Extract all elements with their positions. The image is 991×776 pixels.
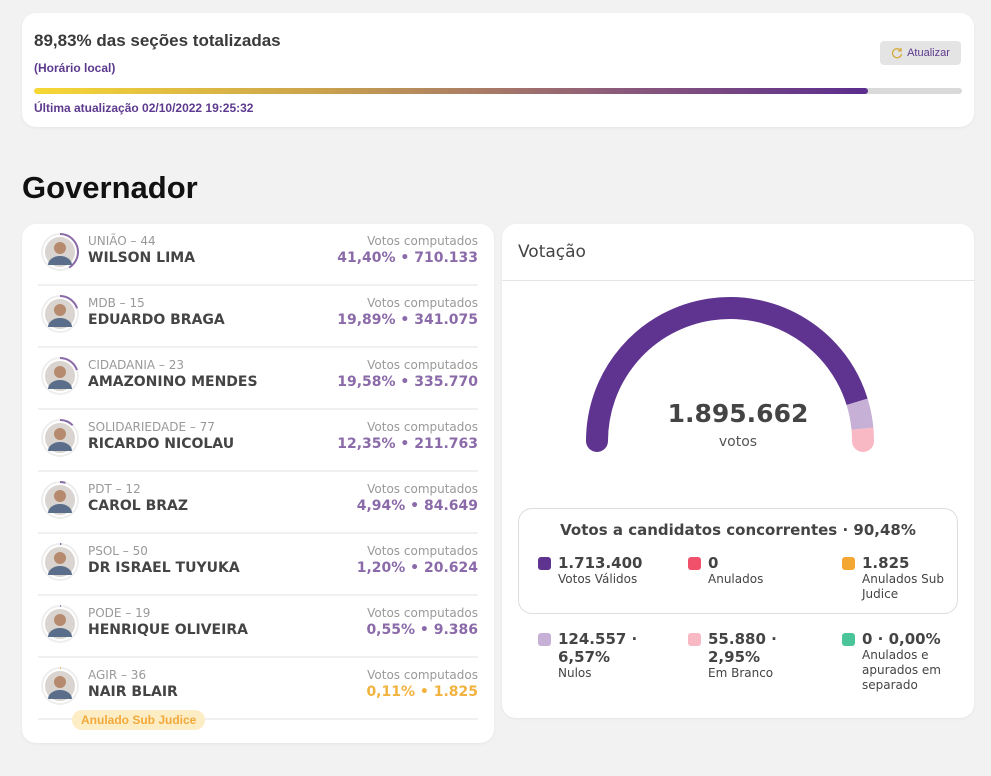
color-swatch bbox=[688, 557, 701, 570]
item-value: 124.557 · 6,57% bbox=[558, 630, 638, 666]
candidate-row[interactable]: PODE – 19 HENRIQUE OLIVEIRA Votos comput… bbox=[38, 596, 478, 658]
vote-summary-item: 55.880 · 2,95% Em Branco bbox=[688, 630, 818, 681]
item-label: Anulados bbox=[708, 572, 764, 586]
candidate-party: CIDADANIA – 23 bbox=[88, 358, 185, 372]
candidate-party: UNIÃO – 44 bbox=[88, 234, 156, 248]
candidate-name: DR ISRAEL TUYUKA bbox=[88, 560, 240, 576]
votes-label: Votos computados bbox=[367, 296, 478, 310]
gauge-segment bbox=[846, 398, 874, 430]
candidate-row[interactable]: AGIR – 36 NAIR BLAIR Votos computados 0,… bbox=[38, 658, 478, 720]
candidate-row[interactable]: UNIÃO – 44 WILSON LIMA Votos computados … bbox=[38, 224, 478, 286]
item-value: 0 · 0,00% bbox=[862, 630, 941, 648]
gauge-cap bbox=[852, 430, 874, 452]
vote-summary-item: 1.713.400 Votos Válidos bbox=[538, 554, 668, 587]
color-swatch bbox=[538, 633, 551, 646]
item-value: 1.713.400 bbox=[558, 554, 643, 572]
votes-label: Votos computados bbox=[367, 358, 478, 372]
candidate-avatar bbox=[41, 481, 79, 519]
candidate-name: HENRIQUE OLIVEIRA bbox=[88, 622, 248, 638]
sections-totalized-title: 89,83% das seções totalizadas bbox=[34, 31, 281, 50]
candidate-avatar bbox=[41, 419, 79, 457]
vote-summary-item: 0 Anulados bbox=[688, 554, 818, 587]
gauge-cap bbox=[586, 430, 608, 452]
candidate-row[interactable]: PDT – 12 CAROL BRAZ Votos computados 4,9… bbox=[38, 472, 478, 534]
candidate-party: SOLIDARIEDADE – 77 bbox=[88, 420, 215, 434]
competing-candidates-box: Votos a candidatos concorrentes · 90,48% bbox=[518, 508, 958, 614]
candidate-name: WILSON LIMA bbox=[88, 250, 196, 266]
candidate-result: 19,58% • 335.770 bbox=[337, 374, 478, 390]
item-value: 55.880 · 2,95% bbox=[708, 630, 777, 666]
competing-candidates-title: Votos a candidatos concorrentes · 90,48% bbox=[560, 521, 916, 539]
item-label: Nulos bbox=[558, 666, 592, 680]
annulled-badge: Anulado Sub Judice bbox=[72, 710, 206, 730]
voting-card: Votação 1.895.662 votos Votos a candidat… bbox=[502, 224, 974, 718]
candidate-list: UNIÃO – 44 WILSON LIMA Votos computados … bbox=[22, 224, 494, 743]
color-swatch bbox=[842, 557, 855, 570]
color-swatch bbox=[538, 557, 551, 570]
candidate-party: PODE – 19 bbox=[88, 606, 151, 620]
candidate-name: EDUARDO BRAGA bbox=[88, 312, 225, 328]
voting-title: Votação bbox=[502, 224, 974, 281]
local-time-note: (Horário local) bbox=[34, 61, 116, 75]
progress-fill bbox=[34, 88, 868, 94]
item-label: Anulados e apurados em separado bbox=[862, 648, 941, 692]
candidate-name: RICARDO NICOLAU bbox=[88, 436, 235, 452]
candidate-result: 41,40% • 710.133 bbox=[337, 250, 478, 266]
candidate-party: AGIR – 36 bbox=[88, 668, 147, 682]
candidate-avatar bbox=[41, 667, 79, 705]
votes-label: Votos computados bbox=[367, 482, 478, 496]
candidate-party: MDB – 15 bbox=[88, 296, 145, 310]
candidate-avatar bbox=[41, 543, 79, 581]
item-value: 1.825 bbox=[862, 554, 910, 572]
candidate-row[interactable]: PSOL – 50 DR ISRAEL TUYUKA Votos computa… bbox=[38, 534, 478, 596]
candidate-result: 0,11% • 1.825 bbox=[366, 684, 478, 700]
totalization-status-card: 89,83% das seções totalizadas (Horário l… bbox=[22, 13, 974, 127]
candidate-avatar bbox=[41, 233, 79, 271]
candidate-avatar bbox=[41, 357, 79, 395]
votes-label: Votos computados bbox=[367, 668, 478, 682]
votes-label: Votos computados bbox=[367, 420, 478, 434]
item-label: Votos Válidos bbox=[558, 572, 638, 586]
item-value: 0 bbox=[708, 554, 719, 572]
item-label: Em Branco bbox=[708, 666, 774, 680]
candidate-result: 4,94% • 84.649 bbox=[356, 498, 478, 514]
candidate-party: PSOL – 50 bbox=[88, 544, 148, 558]
candidate-result: 1,20% • 20.624 bbox=[356, 560, 478, 576]
total-votes-label: votos bbox=[718, 434, 758, 450]
candidate-name: AMAZONINO MENDES bbox=[88, 374, 258, 390]
total-votes: 1.895.662 bbox=[667, 399, 809, 428]
color-swatch bbox=[688, 633, 701, 646]
section-title: Governador bbox=[22, 170, 198, 205]
candidate-avatar bbox=[41, 295, 79, 333]
last-update: Última atualização 02/10/2022 19:25:32 bbox=[34, 101, 254, 115]
color-swatch bbox=[842, 633, 855, 646]
candidate-row[interactable]: SOLIDARIEDADE – 77 RICARDO NICOLAU Votos… bbox=[38, 410, 478, 472]
refresh-button[interactable]: Atualizar bbox=[880, 41, 961, 65]
votes-gauge bbox=[586, 297, 874, 452]
vote-summary-item: 1.825 Anulados Sub Judice bbox=[842, 554, 972, 602]
candidate-result: 0,55% • 9.386 bbox=[366, 622, 478, 638]
item-label: Anulados Sub Judice bbox=[862, 572, 944, 601]
votes-label: Votos computados bbox=[367, 606, 478, 620]
candidate-result: 19,89% • 341.075 bbox=[337, 312, 478, 328]
candidate-name: CAROL BRAZ bbox=[88, 498, 189, 514]
refresh-label: Atualizar bbox=[907, 47, 950, 59]
vote-summary-item: 0 · 0,00% Anulados e apurados em separado bbox=[842, 630, 972, 693]
candidate-avatar bbox=[41, 605, 79, 643]
candidate-party: PDT – 12 bbox=[88, 482, 141, 496]
vote-summary-item: 124.557 · 6,57% Nulos bbox=[538, 630, 668, 681]
refresh-icon bbox=[892, 48, 903, 59]
votes-label: Votos computados bbox=[367, 544, 478, 558]
candidate-result: 12,35% • 211.763 bbox=[337, 436, 478, 452]
candidate-row[interactable]: MDB – 15 EDUARDO BRAGA Votos computados … bbox=[38, 286, 478, 348]
gauge-segment bbox=[586, 297, 868, 442]
candidate-row[interactable]: CIDADANIA – 23 AMAZONINO MENDES Votos co… bbox=[38, 348, 478, 410]
votes-label: Votos computados bbox=[367, 234, 478, 248]
candidate-name: NAIR BLAIR bbox=[88, 684, 178, 700]
sections-progress-bar bbox=[34, 88, 962, 94]
